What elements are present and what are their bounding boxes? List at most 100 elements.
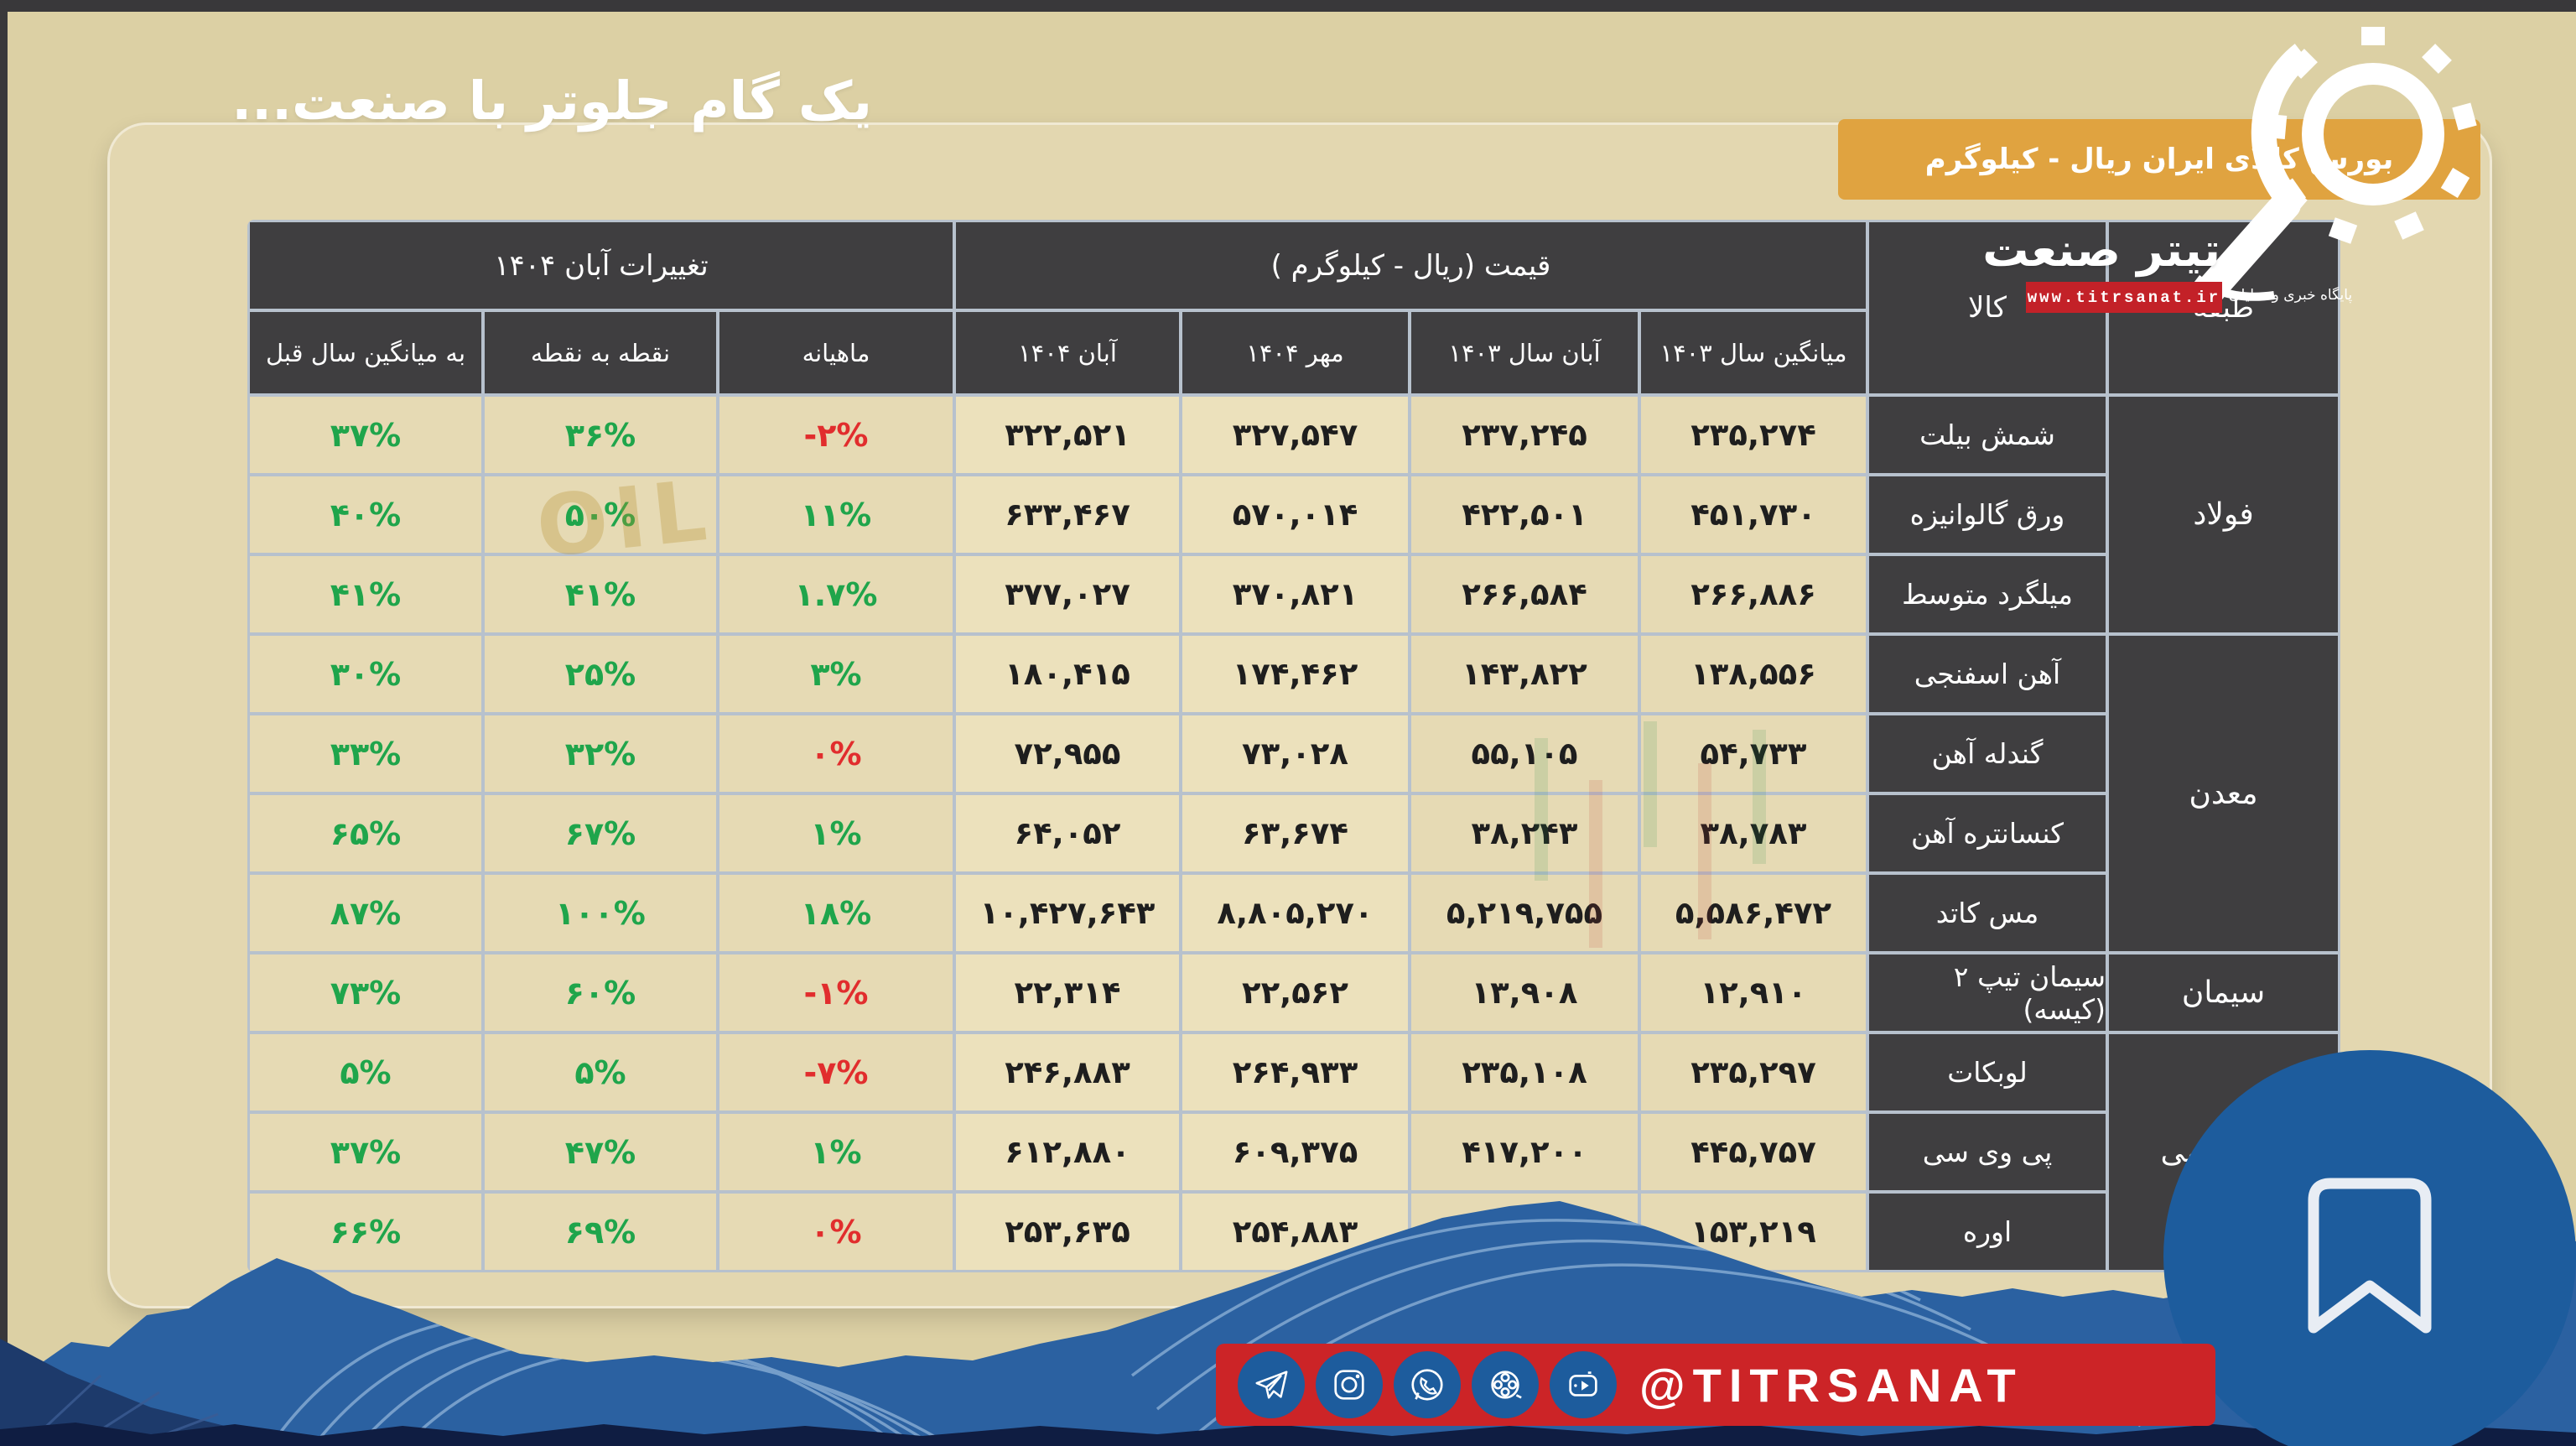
price-cell: ۴۴۵,۷۵۷ bbox=[1641, 1114, 1866, 1190]
pct-cell: ۸۷% bbox=[250, 875, 481, 951]
pct-cell: ۰% bbox=[719, 1194, 953, 1270]
video-play-icon[interactable] bbox=[1550, 1351, 1617, 1418]
social-footer: @TITRSANAT bbox=[1216, 1344, 2215, 1426]
price-cell: ۲۳۵,۱۰۸ bbox=[1411, 1034, 1638, 1111]
price-cell: ۷۳,۰۲۸ bbox=[1182, 715, 1408, 792]
price-cell: ۲۳۷,۲۴۵ bbox=[1411, 397, 1638, 473]
price-cell: ۶۱۲,۸۸۰ bbox=[956, 1114, 1179, 1190]
bookmark-icon bbox=[2308, 1178, 2432, 1334]
pct-cell: ۳۷% bbox=[250, 397, 481, 473]
price-cell: ۳۸,۷۸۳ bbox=[1641, 795, 1866, 871]
pct-cell: ۱۱% bbox=[719, 476, 953, 553]
logo-url[interactable]: www.titrsanat.ir bbox=[2026, 282, 2222, 313]
film-reel-icon[interactable] bbox=[1472, 1351, 1539, 1418]
pct-cell: ۶۹% bbox=[485, 1194, 716, 1270]
top-frame-strip bbox=[0, 0, 2576, 12]
subcol-aban-1404: آبان ۱۴۰۴ bbox=[956, 312, 1179, 393]
pct-cell: ۶۵% bbox=[250, 795, 481, 871]
price-cell: ۲۶۴,۹۳۳ bbox=[1182, 1034, 1408, 1111]
price-cell: ۱۷۴,۴۶۲ bbox=[1182, 636, 1408, 712]
price-cell: ۲۴۶,۸۸۳ bbox=[956, 1034, 1179, 1111]
price-cell: ۲۶۶,۵۸۴ bbox=[1411, 556, 1638, 632]
commodity-cell: اوره bbox=[1869, 1194, 2106, 1270]
category-cell: معدن bbox=[2109, 636, 2338, 951]
commodity-cell: شمش بیلت bbox=[1869, 397, 2106, 473]
pct-cell: ۵۰% bbox=[485, 476, 716, 553]
price-cell: ۳۲۲,۵۲۱ bbox=[956, 397, 1179, 473]
subcol-vs-prev-year-avg: به میانگین سال قبل bbox=[250, 312, 481, 393]
price-cell: ۱۳,۹۰۸ bbox=[1411, 954, 1638, 1031]
commodity-cell: کنسانتره آهن bbox=[1869, 795, 2106, 871]
pct-cell: ۱۰۰% bbox=[485, 875, 716, 951]
pct-cell: ۴۱% bbox=[485, 556, 716, 632]
commodity-cell: میلگرد متوسط bbox=[1869, 556, 2106, 632]
price-cell: ۵,۵۸۶,۴۷۲ bbox=[1641, 875, 1866, 951]
price-cell: ۱۳۸,۵۵۶ bbox=[1641, 636, 1866, 712]
commodity-cell: لوبکات bbox=[1869, 1034, 2106, 1111]
pct-cell: ۴۱% bbox=[250, 556, 481, 632]
price-cell: ۱۰,۴۲۷,۶۴۳ bbox=[956, 875, 1179, 951]
commodity-cell: آهن اسفنجی bbox=[1869, 636, 2106, 712]
group-header-changes: تغییرات آبان ۱۴۰۴ bbox=[250, 222, 953, 309]
price-cell: ۲۵۳,۶۳۵ bbox=[956, 1194, 1179, 1270]
pct-cell: ۰% bbox=[719, 715, 953, 792]
subcol-monthly: ماهیانه bbox=[719, 312, 953, 393]
price-cell: ۱۴۳,۸۲۲ bbox=[1411, 636, 1638, 712]
price-cell: ۶۴,۰۵۲ bbox=[956, 795, 1179, 871]
whatsapp-icon[interactable] bbox=[1394, 1351, 1461, 1418]
price-cell: ۳۷۷,۰۲۷ bbox=[956, 556, 1179, 632]
pct-cell: ۳۲% bbox=[485, 715, 716, 792]
commodity-cell: پی وی سی bbox=[1869, 1114, 2106, 1190]
price-cell: ۴۱۷,۲۰۰ bbox=[1411, 1114, 1638, 1190]
price-cell: ۱۵۰,۳۵۳ bbox=[1411, 1194, 1638, 1270]
price-cell: ۱۵۳,۲۱۹ bbox=[1641, 1194, 1866, 1270]
bookmark-badge[interactable] bbox=[2163, 1050, 2576, 1446]
price-cell: ۲۵۴,۸۸۳ bbox=[1182, 1194, 1408, 1270]
price-cell: ۱۸۰,۴۱۵ bbox=[956, 636, 1179, 712]
category-cell: فولاد bbox=[2109, 397, 2338, 632]
price-cell: ۳۸,۲۴۳ bbox=[1411, 795, 1638, 871]
commodity-cell: سیمان تیپ ۲ (کیسه) bbox=[1869, 954, 2106, 1031]
price-cell: ۳۲۷,۵۴۷ bbox=[1182, 397, 1408, 473]
social-handle[interactable]: @TITRSANAT bbox=[1639, 1358, 2023, 1412]
price-cell: ۷۲,۹۵۵ bbox=[956, 715, 1179, 792]
price-cell: ۳۷۰,۸۲۱ bbox=[1182, 556, 1408, 632]
price-cell: ۱۲,۹۱۰ bbox=[1641, 954, 1866, 1031]
pct-cell: ۳۶% bbox=[485, 397, 716, 473]
pct-cell: ۱% bbox=[719, 795, 953, 871]
left-frame-strip bbox=[0, 0, 8, 1446]
pct-cell: ۳۷% bbox=[250, 1114, 481, 1190]
pct-cell: ۵% bbox=[485, 1034, 716, 1111]
commodity-cell: مس کاتد bbox=[1869, 875, 2106, 951]
pct-cell: ۳۰% bbox=[250, 636, 481, 712]
category-cell: سیمان bbox=[2109, 954, 2338, 1031]
commodity-cell: گندله آهن bbox=[1869, 715, 2106, 792]
price-cell: ۶۳۳,۴۶۷ bbox=[956, 476, 1179, 553]
pct-cell: ۴۰% bbox=[250, 476, 481, 553]
pct-cell: ۴۷% bbox=[485, 1114, 716, 1190]
subcol-avg-1403: میانگین سال ۱۴۰۳ bbox=[1641, 312, 1866, 393]
pct-cell: ۶۷% bbox=[485, 795, 716, 871]
logo-title: تیتر صنعت bbox=[1982, 223, 2220, 277]
price-cell: ۸,۸۰۵,۲۷۰ bbox=[1182, 875, 1408, 951]
pct-cell: ۶۶% bbox=[250, 1194, 481, 1270]
pct-cell: ۵% bbox=[250, 1034, 481, 1111]
group-header-price: قیمت (ریال - کیلوگرم ) bbox=[956, 222, 1866, 309]
pct-cell: ۳۳% bbox=[250, 715, 481, 792]
price-cell: ۵۷۰,۰۱۴ bbox=[1182, 476, 1408, 553]
pct-cell: ۱% bbox=[719, 1114, 953, 1190]
pct-cell: ۱.۷% bbox=[719, 556, 953, 632]
gear-wrench-logo-icon bbox=[2194, 27, 2477, 307]
subcol-point-to-point: نقطه به نقطه bbox=[485, 312, 716, 393]
pct-cell: ۳% bbox=[719, 636, 953, 712]
pct-cell: -۷% bbox=[719, 1034, 953, 1111]
price-cell: ۵۵,۱۰۵ bbox=[1411, 715, 1638, 792]
instagram-icon[interactable] bbox=[1316, 1351, 1383, 1418]
telegram-icon[interactable] bbox=[1238, 1351, 1305, 1418]
price-cell: ۲۶۶,۸۸۶ bbox=[1641, 556, 1866, 632]
price-table: تغییرات آبان ۱۴۰۴ قیمت (ریال - کیلوگرم )… bbox=[247, 220, 2340, 1272]
logo-subtitle: پایگاه خبری و تحلیلی bbox=[2229, 287, 2353, 304]
pct-cell: ۱۸% bbox=[719, 875, 953, 951]
price-cell: ۴۵۱,۷۳۰ bbox=[1641, 476, 1866, 553]
